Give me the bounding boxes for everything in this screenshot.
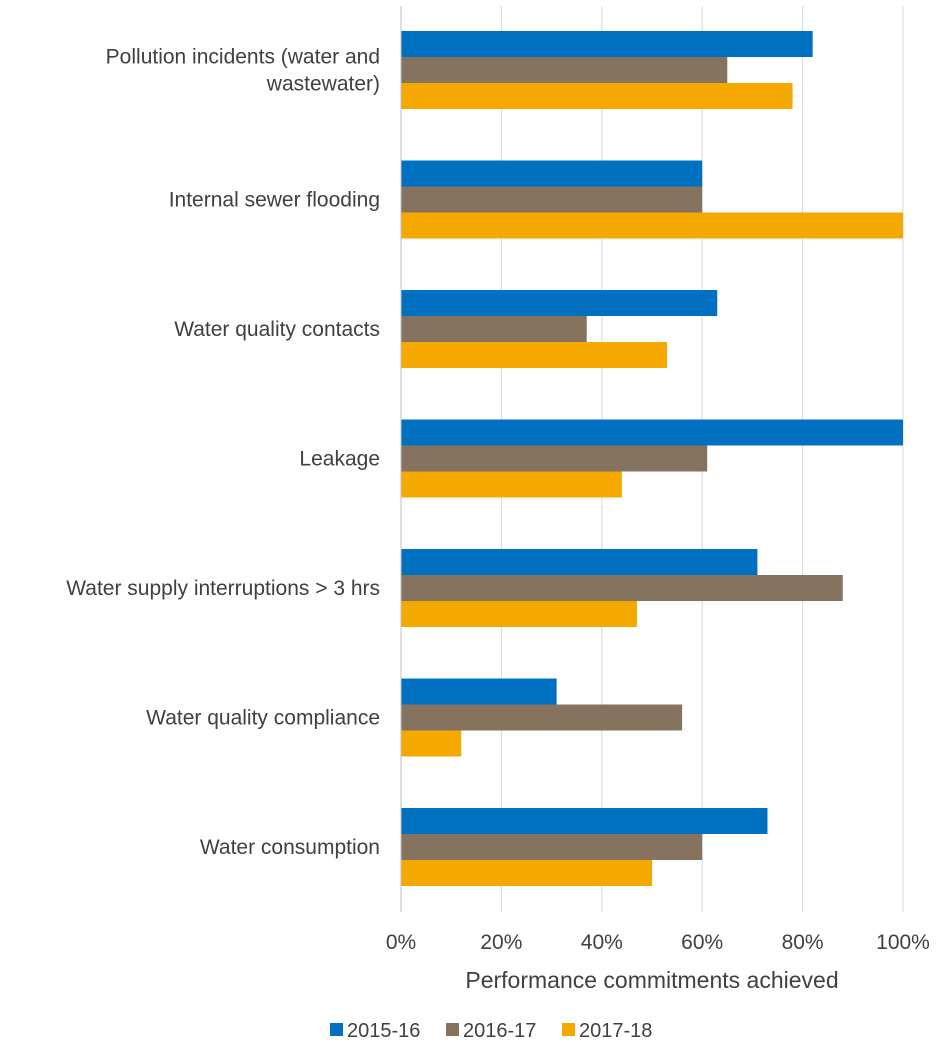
bar	[401, 160, 703, 187]
bar	[401, 834, 703, 860]
bar	[401, 316, 587, 342]
bar	[401, 601, 637, 627]
legend-label: 2016-17	[463, 1020, 536, 1042]
bar	[401, 549, 758, 575]
legend-label: 2017-18	[579, 1020, 652, 1042]
x-tick-label: 60%	[681, 931, 723, 954]
category-label: Water quality contacts	[174, 318, 380, 341]
bar	[401, 678, 557, 705]
legend: 2015-16 2016-17 2017-18	[330, 1020, 652, 1042]
bar	[401, 445, 708, 472]
legend-label: 2015-16	[347, 1020, 420, 1042]
x-axis-title: Performance commitments achieved	[465, 967, 838, 993]
bar	[401, 57, 728, 83]
x-tick-label: 100%	[876, 931, 930, 954]
category-label: Water quality compliance	[146, 707, 380, 730]
x-tick-label: 80%	[782, 931, 824, 954]
bar	[401, 342, 668, 368]
x-tick-label: 0%	[386, 931, 416, 954]
bar	[401, 290, 718, 316]
category-labels: Pollution incidents (water and wastewater…	[66, 46, 380, 860]
bars	[401, 31, 903, 886]
x-tick-label: 20%	[480, 931, 522, 954]
bar	[401, 704, 683, 731]
bar	[401, 730, 462, 757]
legend-swatch	[562, 1023, 575, 1036]
bar	[401, 575, 843, 601]
category-label: Internal sewer flooding	[169, 189, 380, 212]
bar	[401, 83, 793, 109]
bar	[401, 808, 768, 834]
category-label: Leakage	[299, 448, 380, 471]
bar	[401, 212, 903, 239]
x-tick-label: 40%	[581, 931, 623, 954]
bar	[401, 419, 903, 446]
bar	[401, 860, 652, 886]
category-label: Water consumption	[200, 836, 380, 859]
axes: 0% 20% 40% 60% 80% 100%	[386, 6, 930, 954]
category-label: Pollution incidents (water and wastewater…	[106, 46, 380, 96]
bar	[401, 186, 703, 213]
category-label: Water supply interruptions > 3 hrs	[66, 577, 380, 600]
bar	[401, 471, 622, 498]
legend-swatch	[446, 1023, 459, 1036]
legend-swatch	[330, 1023, 343, 1036]
bar	[401, 31, 813, 57]
